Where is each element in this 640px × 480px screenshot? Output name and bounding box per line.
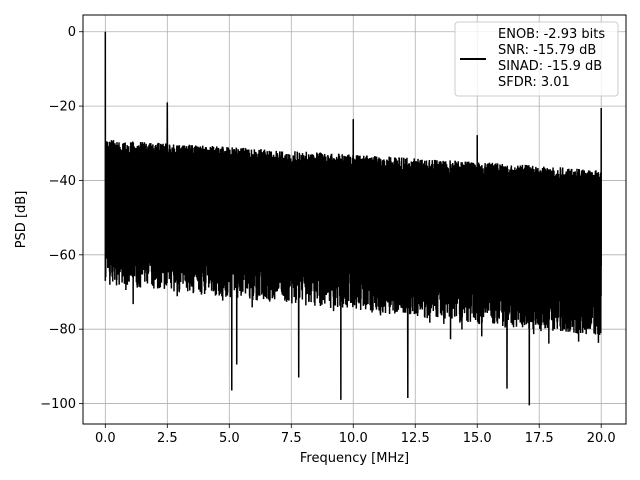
y-axis-label: PSD [dB]	[14, 191, 29, 249]
tick-layer: 0.0 2.5 5.0 7.5 10.0 12.5 15.0 17.5 20.0 0 −20 −40 −…	[40, 25, 615, 446]
x-axis-label: Frequency [MHz]	[300, 451, 409, 466]
x-tick-label: 20.0	[587, 431, 616, 446]
data-layer	[104, 31, 602, 406]
y-tick-label: 0	[68, 25, 76, 40]
legend: ENOB: -2.93 bits SNR: -15.79 dB SINAD: -15…	[454, 21, 619, 97]
legend-entry-label: ENOB: -2.93 bits SNR: -15.79 dB SINAD: -15…	[498, 27, 605, 90]
x-tick-label: 7.5	[281, 431, 302, 446]
legend-text-line: ENOB: -2.93 bits	[498, 27, 605, 42]
x-tick-label: 17.5	[525, 431, 554, 446]
y-tick-label: −40	[49, 174, 76, 189]
legend-text-line: SFDR: 3.01	[498, 75, 570, 90]
x-tick-label: 5.0	[219, 431, 240, 446]
legend-text-line: SNR: -15.79 dB	[498, 43, 596, 58]
x-tick-label: 2.5	[157, 431, 178, 446]
x-tick-label: 12.5	[401, 431, 430, 446]
y-tick-label: −100	[40, 397, 76, 412]
plot-frame	[82, 14, 627, 425]
y-tick-label: −80	[49, 323, 76, 338]
legend-text-line: SINAD: -15.9 dB	[498, 59, 602, 74]
psd-series-line	[104, 31, 602, 406]
legend-box	[454, 21, 619, 97]
x-tick-label: 15.0	[463, 431, 492, 446]
x-tick-label: 0.0	[95, 431, 116, 446]
y-tick-label: −60	[49, 248, 76, 263]
y-tick-label: −20	[49, 100, 76, 115]
x-tick-label: 10.0	[339, 431, 368, 446]
